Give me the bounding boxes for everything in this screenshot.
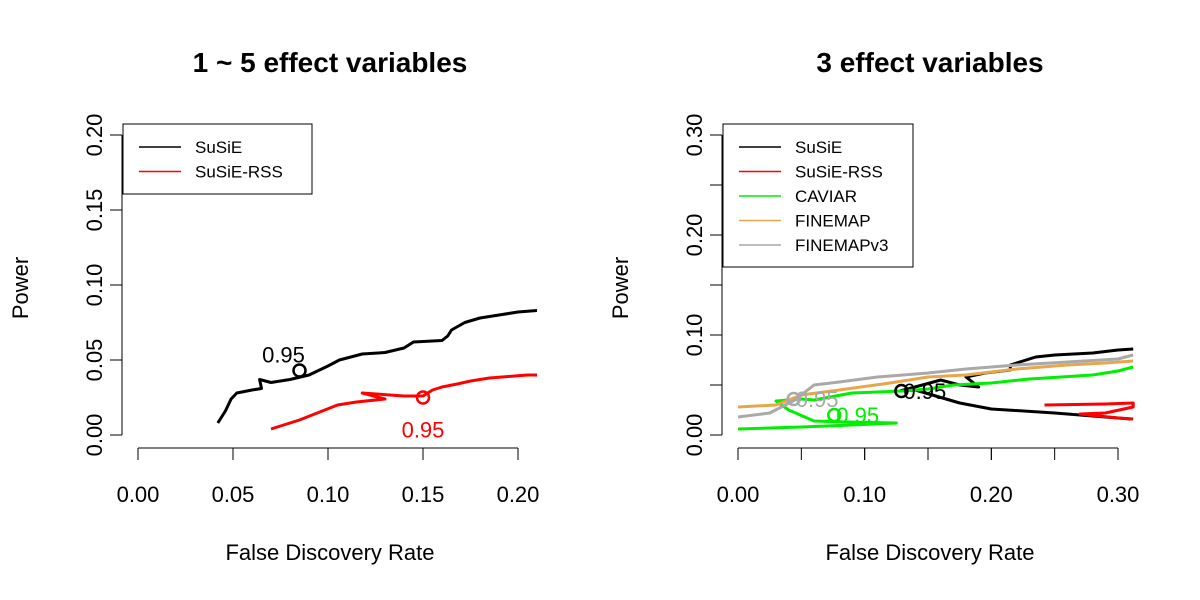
right-x-tick-label: 0.20 (970, 482, 1013, 507)
right-series-line (737, 359, 1134, 409)
left-x-tick-label: 0.05 (212, 482, 255, 507)
right-plot-area: 0.00 0.10 0.20 0.300.000.100.200.300.950.95… (682, 114, 1140, 507)
left-legend-label: SuSiE (195, 138, 242, 157)
right-x-tick-label: 0.10 (843, 482, 886, 507)
right-threshold-label: 0.95 (903, 379, 946, 404)
right-legend: SuSiE SuSiE-RSS CAVIAR FINEMAP FINEMAPv3 (722, 123, 914, 268)
right-y-tick-label: 0.30 (682, 114, 707, 157)
right-y-axis-label: Power (608, 257, 633, 319)
left-legend-box (122, 123, 313, 195)
left-threshold-marker (292, 363, 307, 378)
right-series-line (737, 353, 1134, 419)
left-x-tick-label: 0.00 (117, 482, 160, 507)
left-legend: SuSiE SuSiE-RSS (122, 123, 313, 195)
right-series-line (737, 365, 1134, 431)
right-chart-title: 3 effect variables (816, 47, 1043, 78)
right-series-line (898, 347, 1134, 421)
left-legend-label: SuSiE-RSS (195, 163, 283, 182)
left-threshold-label: 0.95 (262, 343, 305, 368)
right-panel: 3 effect variables False Discovery Rate … (608, 47, 1140, 565)
left-x-tick-label: 0.15 (402, 482, 445, 507)
right-legend-label: SuSiE (795, 138, 842, 157)
right-x-axis-label: False Discovery Rate (825, 540, 1034, 565)
right-legend-label: SuSiE-RSS (795, 163, 883, 182)
left-series-group (216, 309, 537, 431)
left-y-tick-label: 0.15 (82, 189, 107, 232)
right-legend-label: FINEMAP (795, 212, 871, 231)
right-threshold-marker (894, 383, 909, 399)
right-series-group (737, 347, 1135, 431)
left-x-axis-label: False Discovery Rate (225, 540, 434, 565)
right-threshold-marker (827, 407, 842, 423)
left-y-tick-label: 0.05 (82, 339, 107, 382)
right-y-tick-label: 0.00 (682, 414, 707, 457)
right-legend-label: CAVIAR (795, 187, 857, 206)
left-x-tick-label: 0.10 (307, 482, 350, 507)
left-y-tick-label: 0.00 (82, 414, 107, 457)
left-series-line (270, 373, 537, 431)
right-y-tick-label: 0.20 (682, 214, 707, 257)
right-threshold-label: 0.95 (796, 387, 839, 412)
right-x-tick-label: 0.30 (1097, 482, 1140, 507)
right-legend-label: FINEMAPv3 (795, 236, 889, 255)
left-y-tick-label: 0.10 (82, 264, 107, 307)
left-threshold-marker (415, 390, 431, 405)
right-threshold-marker (786, 391, 801, 407)
left-series-line (216, 309, 537, 424)
left-y-tick-label: 0.20 (82, 114, 107, 157)
left-y-axis-label: Power (8, 257, 33, 319)
right-x-tick-label: 0.00 (717, 482, 760, 507)
left-plot-area: 0.00 0.05 0.10 0.15 0.20 0.00 0.05 0.10 0.15 0.20… (82, 114, 540, 507)
left-threshold-label: 0.95 (402, 418, 445, 443)
right-series-line (1044, 401, 1135, 421)
right-y-tick-label: 0.10 (682, 314, 707, 357)
left-x-tick-label: 0.20 (497, 482, 540, 507)
left-panel: 1 ~ 5 effect variables False Discovery R… (8, 47, 539, 565)
right-threshold-label: 0.95 (836, 403, 879, 428)
left-chart-title: 1 ~ 5 effect variables (193, 47, 468, 78)
